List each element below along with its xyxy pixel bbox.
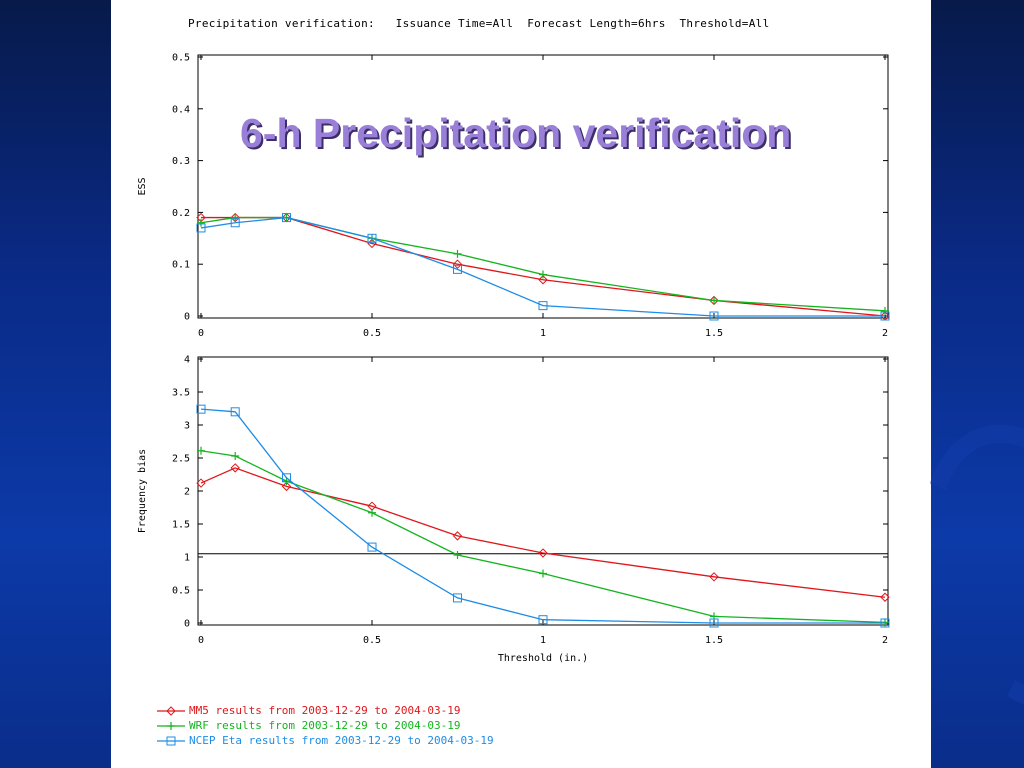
bias-xtick-label: 0.5 bbox=[363, 635, 381, 646]
ess-series-line-wrf bbox=[200, 216, 886, 312]
ess-point-wrf bbox=[539, 270, 547, 279]
bias-point-ncep-eta bbox=[367, 542, 377, 552]
bias-point-ncep-eta bbox=[282, 473, 291, 483]
bias-point-ncep-eta bbox=[709, 618, 719, 628]
legend-label: WRF results from 2003-12-29 to 2004-03-1… bbox=[189, 719, 461, 732]
ess-point-mm5 bbox=[538, 275, 548, 285]
slide-title: 6-h Precipitation verification bbox=[240, 110, 792, 156]
ess-point-wrf bbox=[197, 218, 205, 227]
bias-point-wrf bbox=[368, 508, 376, 517]
ess-ytick-label: 0.1 bbox=[172, 260, 190, 271]
legend-item: NCEP Eta results from 2003-12-29 to 2004… bbox=[157, 733, 494, 748]
bias-ytick-label: 2.5 bbox=[172, 454, 190, 465]
bias-point-mm5 bbox=[880, 592, 890, 602]
bias-xtick-label: 1 bbox=[540, 635, 546, 646]
ess-xtick-label: 0 bbox=[198, 328, 204, 339]
ess-point-ncep-eta bbox=[453, 264, 462, 274]
ess-series-line-ncep-eta bbox=[200, 216, 885, 317]
bias-point-mm5 bbox=[196, 478, 206, 488]
legend-swatch-icon bbox=[157, 736, 185, 745]
chart-panel bbox=[111, 0, 931, 768]
ess-point-ncep-eta bbox=[230, 218, 240, 228]
bias-xlabel: Threshold (in.) bbox=[498, 653, 588, 664]
ess-xtick-label: 1 bbox=[540, 328, 546, 339]
bias-point-mm5 bbox=[281, 481, 292, 492]
legend-swatch-icon bbox=[157, 721, 185, 730]
bias-point-mm5 bbox=[709, 572, 719, 582]
bias-xtick-label: 2 bbox=[882, 635, 888, 646]
bias-xtick-label: 0 bbox=[198, 635, 204, 646]
ess-point-wrf bbox=[881, 306, 889, 315]
ess-xtick-label: 0.5 bbox=[363, 328, 381, 339]
bias-ytick-label: 0 bbox=[184, 619, 190, 630]
bias-point-ncep-eta bbox=[230, 407, 240, 417]
ess-point-wrf bbox=[231, 213, 240, 222]
legend-item: MM5 results from 2003-12-29 to 2004-03-1… bbox=[157, 703, 494, 718]
bias-point-ncep-eta bbox=[538, 615, 548, 625]
ess-point-ncep-eta bbox=[880, 311, 890, 321]
ess-point-mm5 bbox=[452, 259, 463, 269]
ess-point-ncep-eta bbox=[196, 223, 206, 233]
ess-ytick-label: 0.3 bbox=[172, 156, 190, 167]
ess-ytick-label: 0.4 bbox=[172, 104, 190, 115]
ess-point-ncep-eta bbox=[367, 233, 377, 243]
ess-point-wrf bbox=[453, 249, 462, 258]
ess-ylabel: ESS bbox=[137, 177, 148, 195]
bias-series-line-mm5 bbox=[200, 467, 886, 598]
ess-ytick-label: 0.5 bbox=[172, 53, 190, 64]
bias-ytick-label: 4 bbox=[184, 355, 190, 366]
bias-ytick-label: 3 bbox=[184, 421, 190, 432]
bias-ytick-label: 1.5 bbox=[172, 520, 190, 531]
bias-point-wrf bbox=[197, 446, 205, 455]
bias-point-mm5 bbox=[230, 463, 240, 473]
bias-ylabel: Frequency bias bbox=[137, 449, 148, 533]
chart-header: Precipitation verification: Issuance Tim… bbox=[188, 17, 770, 30]
bias-point-mm5 bbox=[538, 548, 548, 558]
bias-ytick-label: 1 bbox=[184, 553, 190, 564]
ess-point-ncep-eta bbox=[709, 311, 719, 321]
legend-label: NCEP Eta results from 2003-12-29 to 2004… bbox=[189, 734, 494, 747]
bias-point-ncep-eta bbox=[196, 404, 206, 414]
ess-point-ncep-eta bbox=[282, 213, 291, 223]
legend-label: MM5 results from 2003-12-29 to 2004-03-1… bbox=[189, 704, 461, 717]
ess-point-ncep-eta bbox=[538, 301, 548, 311]
ess-xtick-label: 1.5 bbox=[705, 328, 723, 339]
bias-ytick-label: 3.5 bbox=[172, 388, 190, 399]
bias-point-wrf bbox=[881, 618, 889, 627]
legend: MM5 results from 2003-12-29 to 2004-03-1… bbox=[157, 703, 494, 748]
bias-ytick-label: 2 bbox=[184, 487, 190, 498]
bias-point-ncep-eta bbox=[453, 593, 462, 603]
ess-point-wrf bbox=[710, 296, 718, 305]
bias-ytick-label: 0.5 bbox=[172, 586, 190, 597]
bias-point-mm5 bbox=[452, 531, 463, 541]
legend-item: WRF results from 2003-12-29 to 2004-03-1… bbox=[157, 718, 494, 733]
bias-point-wrf bbox=[231, 452, 240, 461]
bias-point-wrf bbox=[539, 569, 547, 578]
ess-ytick-label: 0 bbox=[184, 312, 190, 323]
bias-series-line-ncep-eta bbox=[200, 408, 885, 624]
bias-xtick-label: 1.5 bbox=[705, 635, 723, 646]
legend-swatch-icon bbox=[157, 705, 185, 716]
ess-ytick-label: 0.2 bbox=[172, 208, 190, 219]
ess-xtick-label: 2 bbox=[882, 328, 888, 339]
bias-series-line-wrf bbox=[200, 450, 886, 623]
bias-point-ncep-eta bbox=[880, 618, 890, 628]
bias-point-wrf bbox=[453, 551, 462, 560]
